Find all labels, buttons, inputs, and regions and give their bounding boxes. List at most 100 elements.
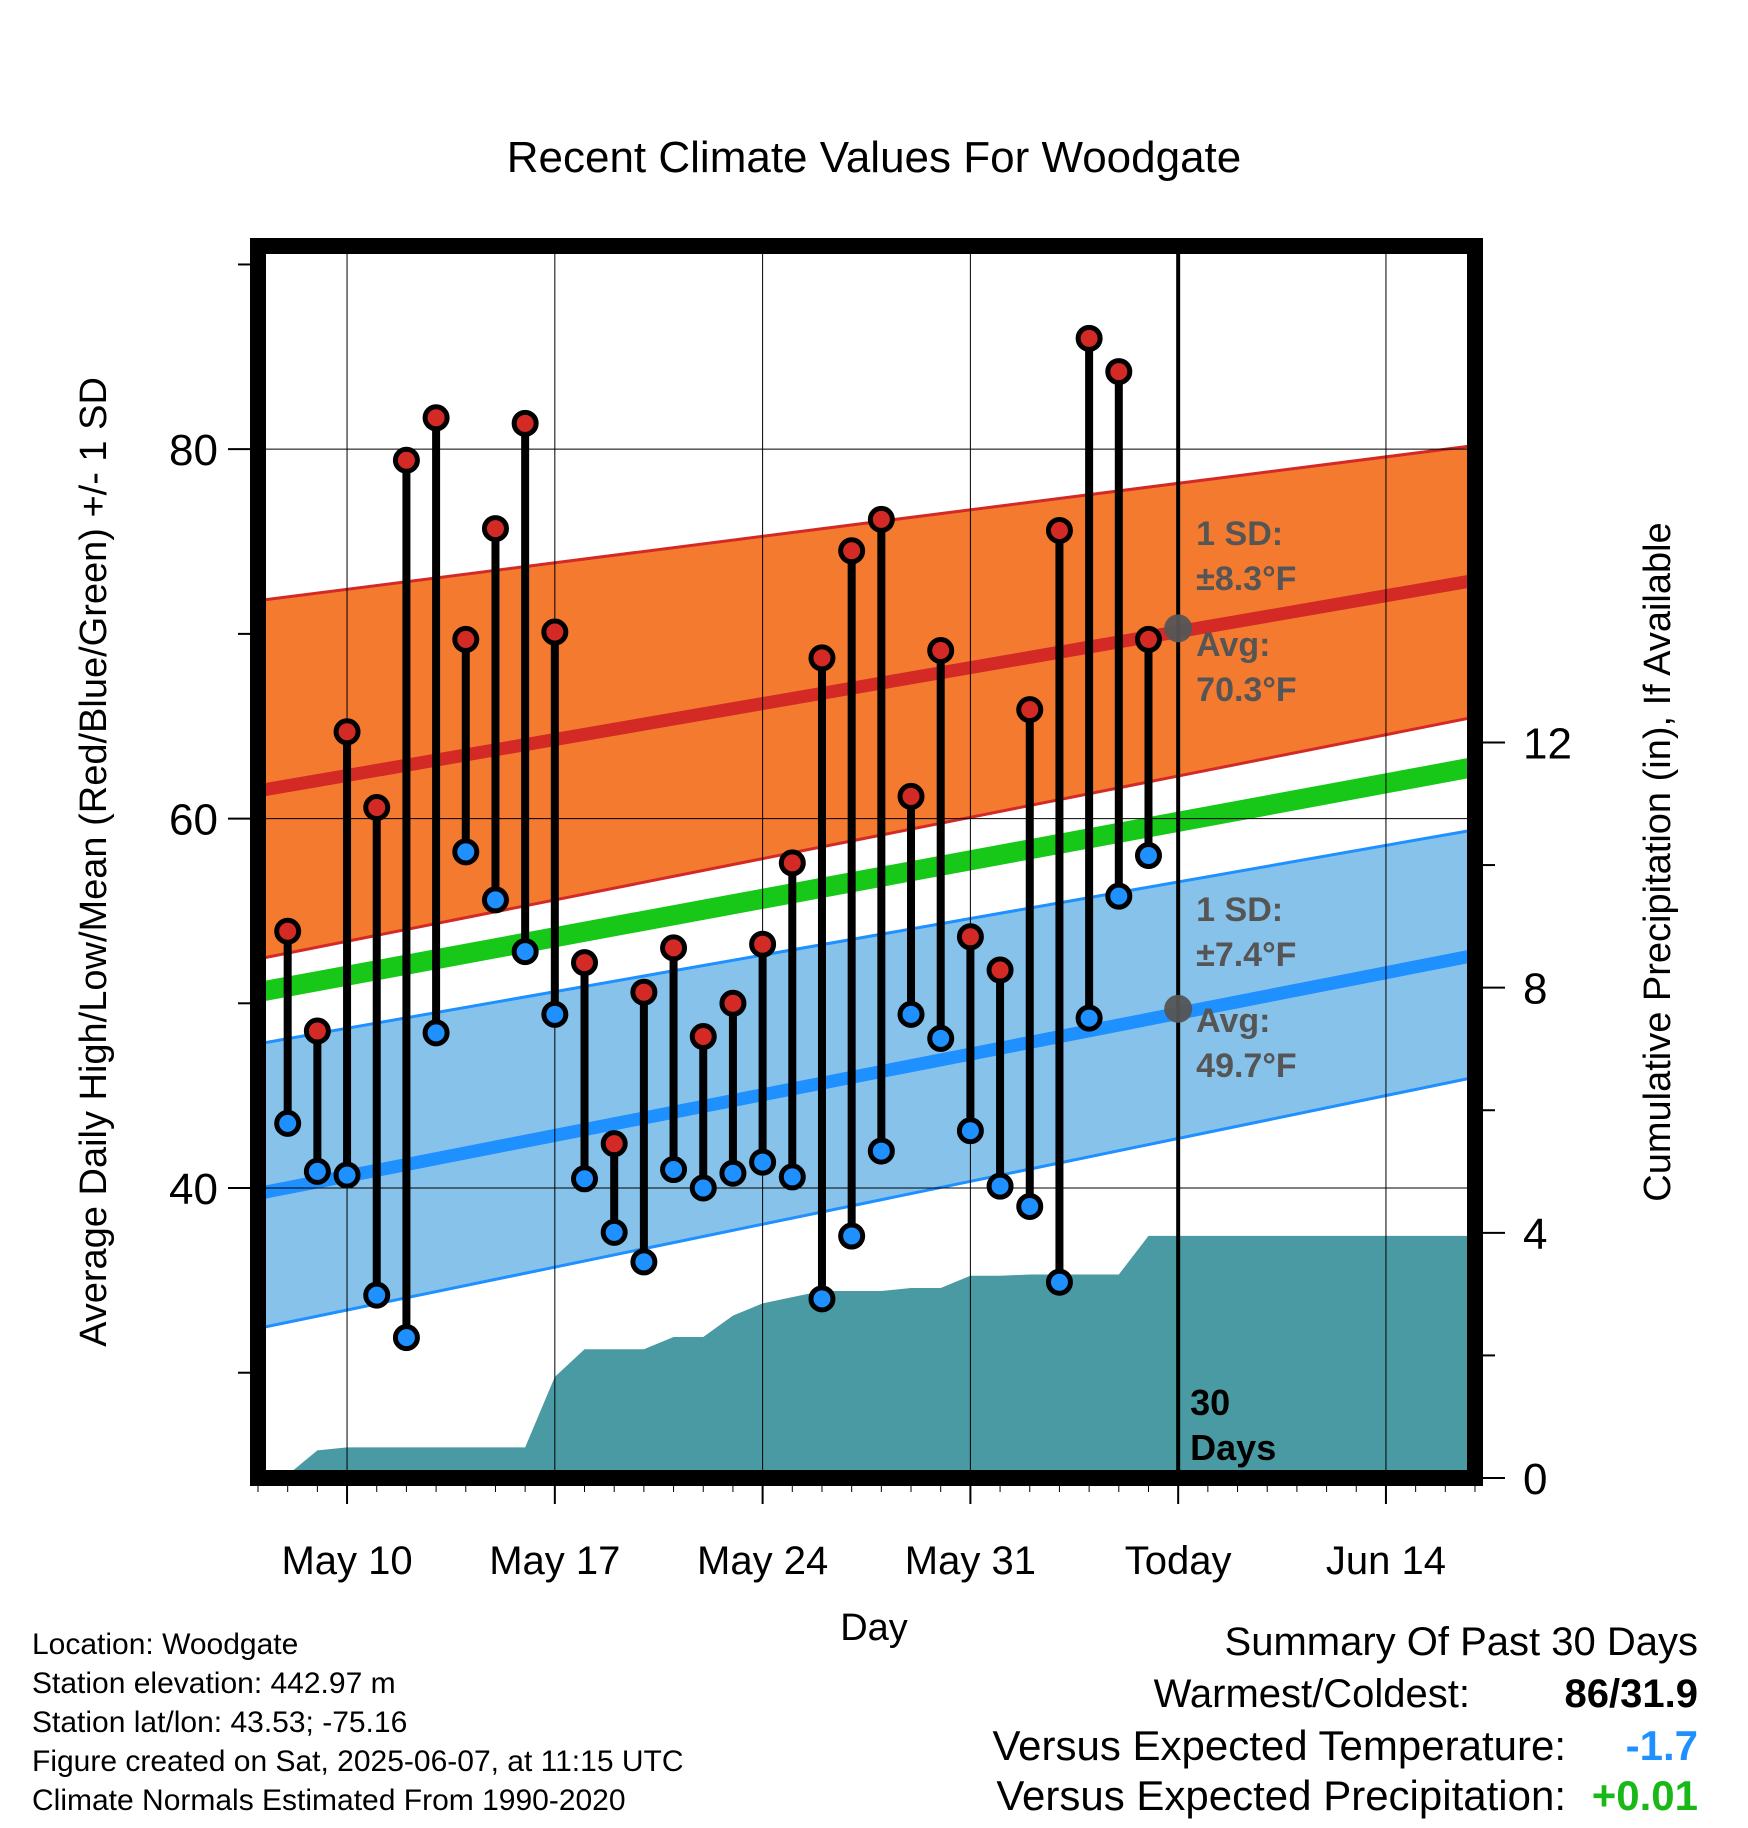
low-temp-point (1045, 1268, 1073, 1296)
low-temp-point (363, 1281, 391, 1309)
high-sd-value: ±8.3°F (1196, 560, 1296, 598)
high-temp-point (749, 930, 777, 958)
high-temp-point (571, 949, 599, 977)
normals-text: Climate Normals Estimated From 1990-2020 (32, 1784, 626, 1817)
low-temp-point (303, 1157, 331, 1185)
warmest-coldest-value: 86/31.9 (1564, 1672, 1698, 1716)
low-temp-point (392, 1324, 420, 1352)
latlon-text: Station lat/lon: 43.53; -75.16 (32, 1706, 408, 1739)
low-temp-point (1134, 842, 1162, 870)
high-temp-point (1016, 696, 1044, 724)
high-sd-band-upper-edge (258, 443, 1475, 603)
low-temp-point (838, 1222, 866, 1250)
high-temp-point (808, 644, 836, 672)
location-text: Location: Woodgate (32, 1628, 299, 1661)
y-tick-label: 80 (169, 426, 218, 475)
high-temp-point (986, 956, 1014, 984)
low-temp-point (571, 1165, 599, 1193)
low-temp-point (1075, 1004, 1103, 1032)
low-temp-point (1016, 1192, 1044, 1220)
chart-title: Recent Climate Values For Woodgate (507, 133, 1242, 182)
high-temp-point (481, 515, 509, 543)
high-temp-point (511, 409, 539, 437)
x-tick-label: May 31 (905, 1539, 1036, 1583)
high-temp-point (1045, 516, 1073, 544)
today-window-unit: Days (1190, 1427, 1276, 1468)
x-tick-label: Today (1125, 1539, 1232, 1583)
warmest-coldest-label: Warmest/Coldest: (1153, 1672, 1470, 1716)
high-normal-line (258, 573, 1475, 798)
created-text: Figure created on Sat, 2025-06-07, at 11… (32, 1745, 684, 1778)
high-temp-point (422, 404, 450, 432)
high-temp-point (660, 934, 688, 962)
high-temp-point (392, 446, 420, 474)
y2-tick-label: 0 (1523, 1455, 1547, 1504)
low-temp-point (1105, 882, 1133, 910)
high-avg-value: 70.3°F (1196, 671, 1297, 709)
y2-axis-label: Cumulative Precipitation (in), If Availa… (1637, 522, 1679, 1201)
low-temp-point (333, 1161, 361, 1189)
low-temp-point (986, 1172, 1014, 1200)
today-window-number: 30 (1190, 1382, 1230, 1423)
low-avg-value: 49.7°F (1196, 1047, 1297, 1085)
low-temp-point (452, 838, 480, 866)
high-temp-point (303, 1017, 331, 1045)
mean-normal-line (258, 757, 1475, 1003)
y-axis-label: Average Daily High/Low/Mean (Red/Blue/Gr… (73, 377, 115, 1347)
low-temp-point (541, 1000, 569, 1028)
low-temp-point (749, 1148, 777, 1176)
high-avg-marker (1164, 614, 1193, 643)
low-temp-point (511, 938, 539, 966)
x-tick-label: Jun 14 (1326, 1539, 1446, 1583)
low-temp-point (689, 1174, 717, 1202)
high-temp-point (541, 618, 569, 646)
high-avg-label: Avg: (1196, 626, 1270, 664)
low-avg-label: Avg: (1196, 1002, 1270, 1040)
plot-frame (250, 238, 1483, 1486)
high-temp-point (838, 537, 866, 565)
high-temp-point (719, 989, 747, 1017)
high-temp-point (927, 637, 955, 665)
high-sd-label: 1 SD: (1196, 515, 1283, 553)
x-tick-label: May 17 (489, 1539, 620, 1583)
low-temp-point (778, 1163, 806, 1191)
y2-tick-label: 8 (1523, 965, 1547, 1014)
elevation-text: Station elevation: 442.97 m (32, 1667, 396, 1700)
low-sd-band-lower-edge (258, 1075, 1475, 1330)
low-temp-point (481, 886, 509, 914)
high-temp-point (778, 849, 806, 877)
low-temp-point (274, 1109, 302, 1137)
low-sd-band-upper-edge (258, 828, 1475, 1046)
y-tick-label: 60 (169, 796, 218, 845)
x-tick-label: May 10 (281, 1539, 412, 1583)
high-temp-point (1105, 358, 1133, 386)
high-temp-point (333, 718, 361, 746)
y-tick-label: 40 (169, 1165, 218, 1214)
high-temp-point (363, 794, 391, 822)
low-temp-point (660, 1156, 688, 1184)
precip-anomaly-value: +0.01 (1591, 1772, 1698, 1819)
low-temp-point (719, 1159, 747, 1187)
high-temp-point (689, 1023, 717, 1051)
y2-tick-label: 4 (1523, 1210, 1547, 1259)
high-temp-point (1134, 625, 1162, 653)
low-temp-point (600, 1218, 628, 1246)
high-temp-point (1075, 324, 1103, 352)
low-avg-marker (1164, 994, 1193, 1023)
high-sd-band-lower-edge (258, 715, 1475, 961)
high-temp-point (274, 917, 302, 945)
temp-anomaly-value: -1.7 (1625, 1722, 1698, 1769)
low-sd-value: ±7.4°F (1196, 936, 1296, 974)
low-normal-line (258, 948, 1475, 1200)
high-temp-point (867, 505, 895, 533)
summary-title: Summary Of Past 30 Days (1224, 1620, 1698, 1664)
y2-tick-label: 12 (1523, 719, 1572, 768)
low-temp-point (808, 1285, 836, 1313)
low-temp-point (897, 1000, 925, 1028)
high-temp-point (956, 923, 984, 951)
high-temp-point (452, 625, 480, 653)
low-temp-point (867, 1137, 895, 1165)
high-temp-point (600, 1130, 628, 1158)
precip-anomaly-label: Versus Expected Precipitation: (996, 1772, 1566, 1819)
low-temp-point (630, 1248, 658, 1276)
